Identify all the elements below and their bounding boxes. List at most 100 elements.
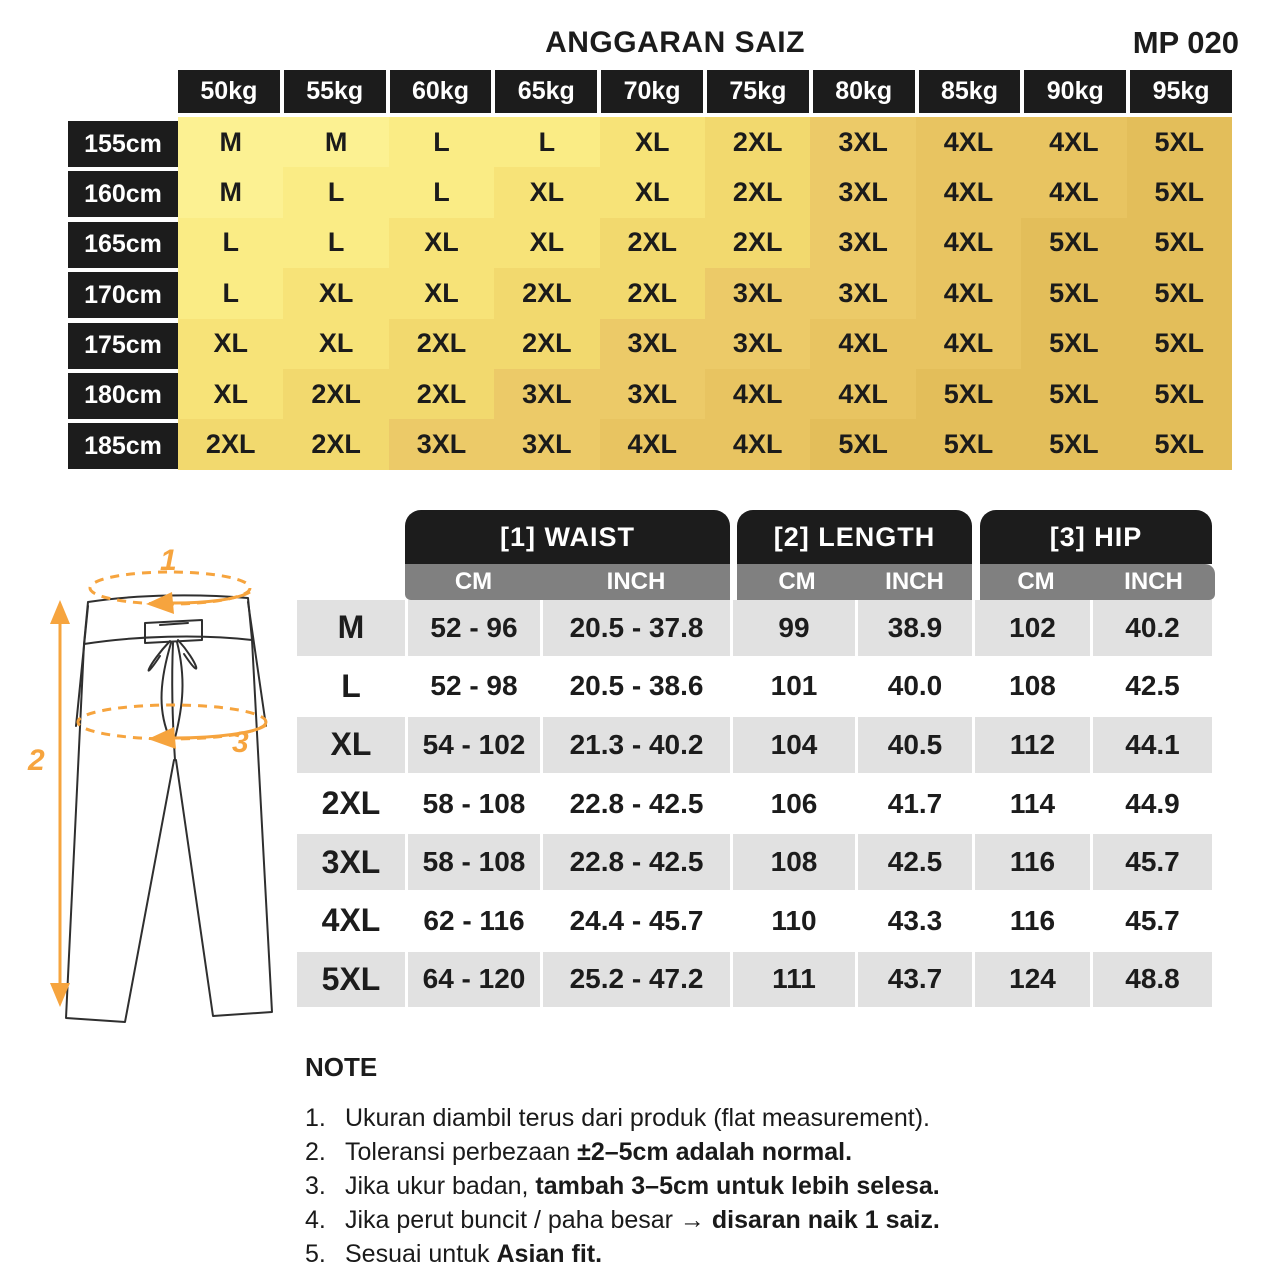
length-cm-cell: 111 [733, 951, 855, 1008]
matrix-size-cell: L [388, 167, 495, 218]
length-inch-cell: 38.9 [858, 600, 972, 656]
matrix-size-cell: 5XL [1126, 268, 1232, 319]
matrix-size-cell: 4XL [705, 419, 811, 470]
height-label-cell: 160cm [68, 171, 178, 218]
hip-subheader: CM INCH [980, 564, 1215, 600]
matrix-size-cell: 5XL [1021, 368, 1127, 420]
matrix-size-cell: L [283, 167, 389, 218]
matrix-size-cell: 3XL [599, 318, 705, 369]
matrix-size-cell: XL [178, 368, 284, 420]
pants-illustration: 1 2 3 [27, 544, 273, 1023]
length-arrowhead-bottom [50, 983, 70, 1007]
note-text: Jika perut buncit / paha besar → disaran… [345, 1206, 940, 1234]
matrix-size-cell: 4XL [1021, 117, 1127, 168]
weight-header-cell: 80kg [812, 70, 915, 113]
weight-header-cell: 60kg [389, 70, 492, 113]
matrix-size-cell: 2XL [388, 318, 495, 369]
measurement-table: M 52 - 96 20.5 - 37.8 99 38.9 102 40.2 L 52 - 98… [297, 600, 1212, 1010]
waist-cm-cell: 54 - 102 [408, 717, 540, 773]
matrix-size-cell: M [283, 117, 389, 168]
length-cm-cell: 101 [733, 658, 855, 715]
length-cm-label: CM [778, 568, 816, 595]
matrix-size-cell: 2XL [599, 217, 705, 269]
waist-cm-cell: 52 - 98 [408, 658, 540, 715]
matrix-size-cell: 4XL [915, 117, 1022, 168]
matrix-size-cell: 3XL [810, 217, 916, 269]
notes-heading: NOTE [305, 1052, 378, 1082]
matrix-size-cell: 3XL [388, 419, 495, 470]
matrix-size-cell: XL [388, 217, 495, 269]
marker-1-waist: 1 [160, 544, 177, 577]
matrix-size-cell: 5XL [1021, 419, 1127, 470]
note-text: Toleransi perbezaan ±2–5cm adalah normal… [345, 1138, 853, 1166]
length-cm-cell: 110 [733, 892, 855, 949]
length-group-header: [2] LENGTH [737, 510, 972, 564]
waist-inch-cell: 22.8 - 42.5 [543, 775, 730, 832]
matrix-size-cell: 4XL [1021, 167, 1127, 218]
matrix-size-cell: XL [599, 167, 705, 218]
marker-2-length: 2 [27, 744, 45, 777]
matrix-size-cell: L [178, 217, 284, 269]
height-label-cell: 175cm [68, 322, 178, 369]
hip-cm-label: CM [1017, 568, 1055, 595]
matrix-size-cell: M [178, 167, 284, 218]
length-inch-cell: 42.5 [858, 834, 972, 890]
weight-header-cell: 55kg [283, 70, 386, 113]
matrix-size-cell: 3XL [705, 268, 811, 319]
size-label-cell: L [297, 658, 405, 715]
measurement-annotations [58, 570, 268, 993]
page-title: ANGGARAN SAIZ [545, 26, 805, 59]
matrix-size-cell: 5XL [1021, 268, 1127, 319]
height-label-cell: 165cm [68, 221, 178, 268]
matrix-size-cell: 3XL [810, 167, 916, 218]
matrix-size-cell: 5XL [810, 419, 916, 470]
waist-inch-cell: 22.8 - 42.5 [543, 834, 730, 890]
matrix-size-cell: 3XL [705, 318, 811, 369]
matrix-size-cell: 2XL [494, 268, 600, 319]
table-row: 4XL 62 - 116 24.4 - 45.7 110 43.3 116 45.7 [297, 892, 1212, 949]
waist-inch-cell: 24.4 - 45.7 [543, 892, 730, 949]
matrix-size-cell: 4XL [599, 419, 705, 470]
height-label-cell: 155cm [68, 121, 178, 167]
size-label-cell: 4XL [297, 892, 405, 949]
product-code: MP 020 [1132, 25, 1239, 60]
matrix-size-cell: 3XL [494, 368, 600, 420]
length-inch-cell: 41.7 [858, 775, 972, 832]
note-item: 3. Jika ukur badan, tambah 3–5cm untuk le… [305, 1169, 1225, 1203]
matrix-size-cell: 2XL [705, 217, 811, 269]
matrix-size-cell: 5XL [1126, 368, 1232, 420]
hip-inch-cell: 45.7 [1093, 834, 1212, 890]
hip-inch-cell: 45.7 [1093, 892, 1212, 949]
table-row: 2XL 58 - 108 22.8 - 42.5 106 41.7 114 44.9 [297, 775, 1212, 832]
note-text: Jika ukur badan, tambah 3–5cm untuk lebi… [345, 1172, 940, 1200]
matrix-size-cell: 5XL [1126, 167, 1232, 218]
weight-header-row: 50kg 55kg 60kg 65kg 70kg 75kg 80kg 85kg 90kg 95kg [178, 70, 1232, 113]
size-label-cell: 2XL [297, 775, 405, 832]
matrix-size-cell: 4XL [810, 368, 916, 420]
pants-outline [65, 594, 273, 1023]
matrix-size-cell: 3XL [599, 368, 705, 420]
length-arrowhead-top [50, 600, 70, 624]
size-label-cell: 3XL [297, 834, 405, 890]
table-row: 3XL 58 - 108 22.8 - 42.5 108 42.5 116 45.7 [297, 834, 1212, 890]
size-label-cell: 5XL [297, 951, 405, 1008]
matrix-size-cell: L [388, 117, 495, 168]
notes-section: NOTE 1. Ukuran diambil terus dari produk … [305, 1052, 1225, 1271]
note-item: 5. Sesuai untuk Asian fit. [305, 1237, 1225, 1271]
waist-inch-label: INCH [606, 568, 666, 595]
waist-subheader: CM INCH [405, 564, 730, 600]
weight-header-cell: 75kg [706, 70, 809, 113]
matrix-size-cell: 3XL [810, 268, 916, 319]
matrix-size-cell: 2XL [705, 167, 811, 218]
height-label-cell: 185cm [68, 423, 178, 470]
table-row: L 52 - 98 20.5 - 38.6 101 40.0 108 42.5 [297, 658, 1212, 715]
matrix-size-cell: 5XL [1021, 217, 1127, 269]
note-item: 1. Ukuran diambil terus dari produk (flat… [305, 1101, 1225, 1135]
hip-cm-cell: 124 [975, 951, 1090, 1008]
hip-inch-cell: 48.8 [1093, 951, 1212, 1008]
note-number: 1. [305, 1104, 326, 1132]
matrix-size-cell: 4XL [915, 268, 1022, 319]
note-text: Ukuran diambil terus dari produk (flat m… [345, 1104, 930, 1132]
hip-inch-cell: 44.1 [1093, 717, 1212, 773]
matrix-size-cell: M [178, 117, 284, 168]
